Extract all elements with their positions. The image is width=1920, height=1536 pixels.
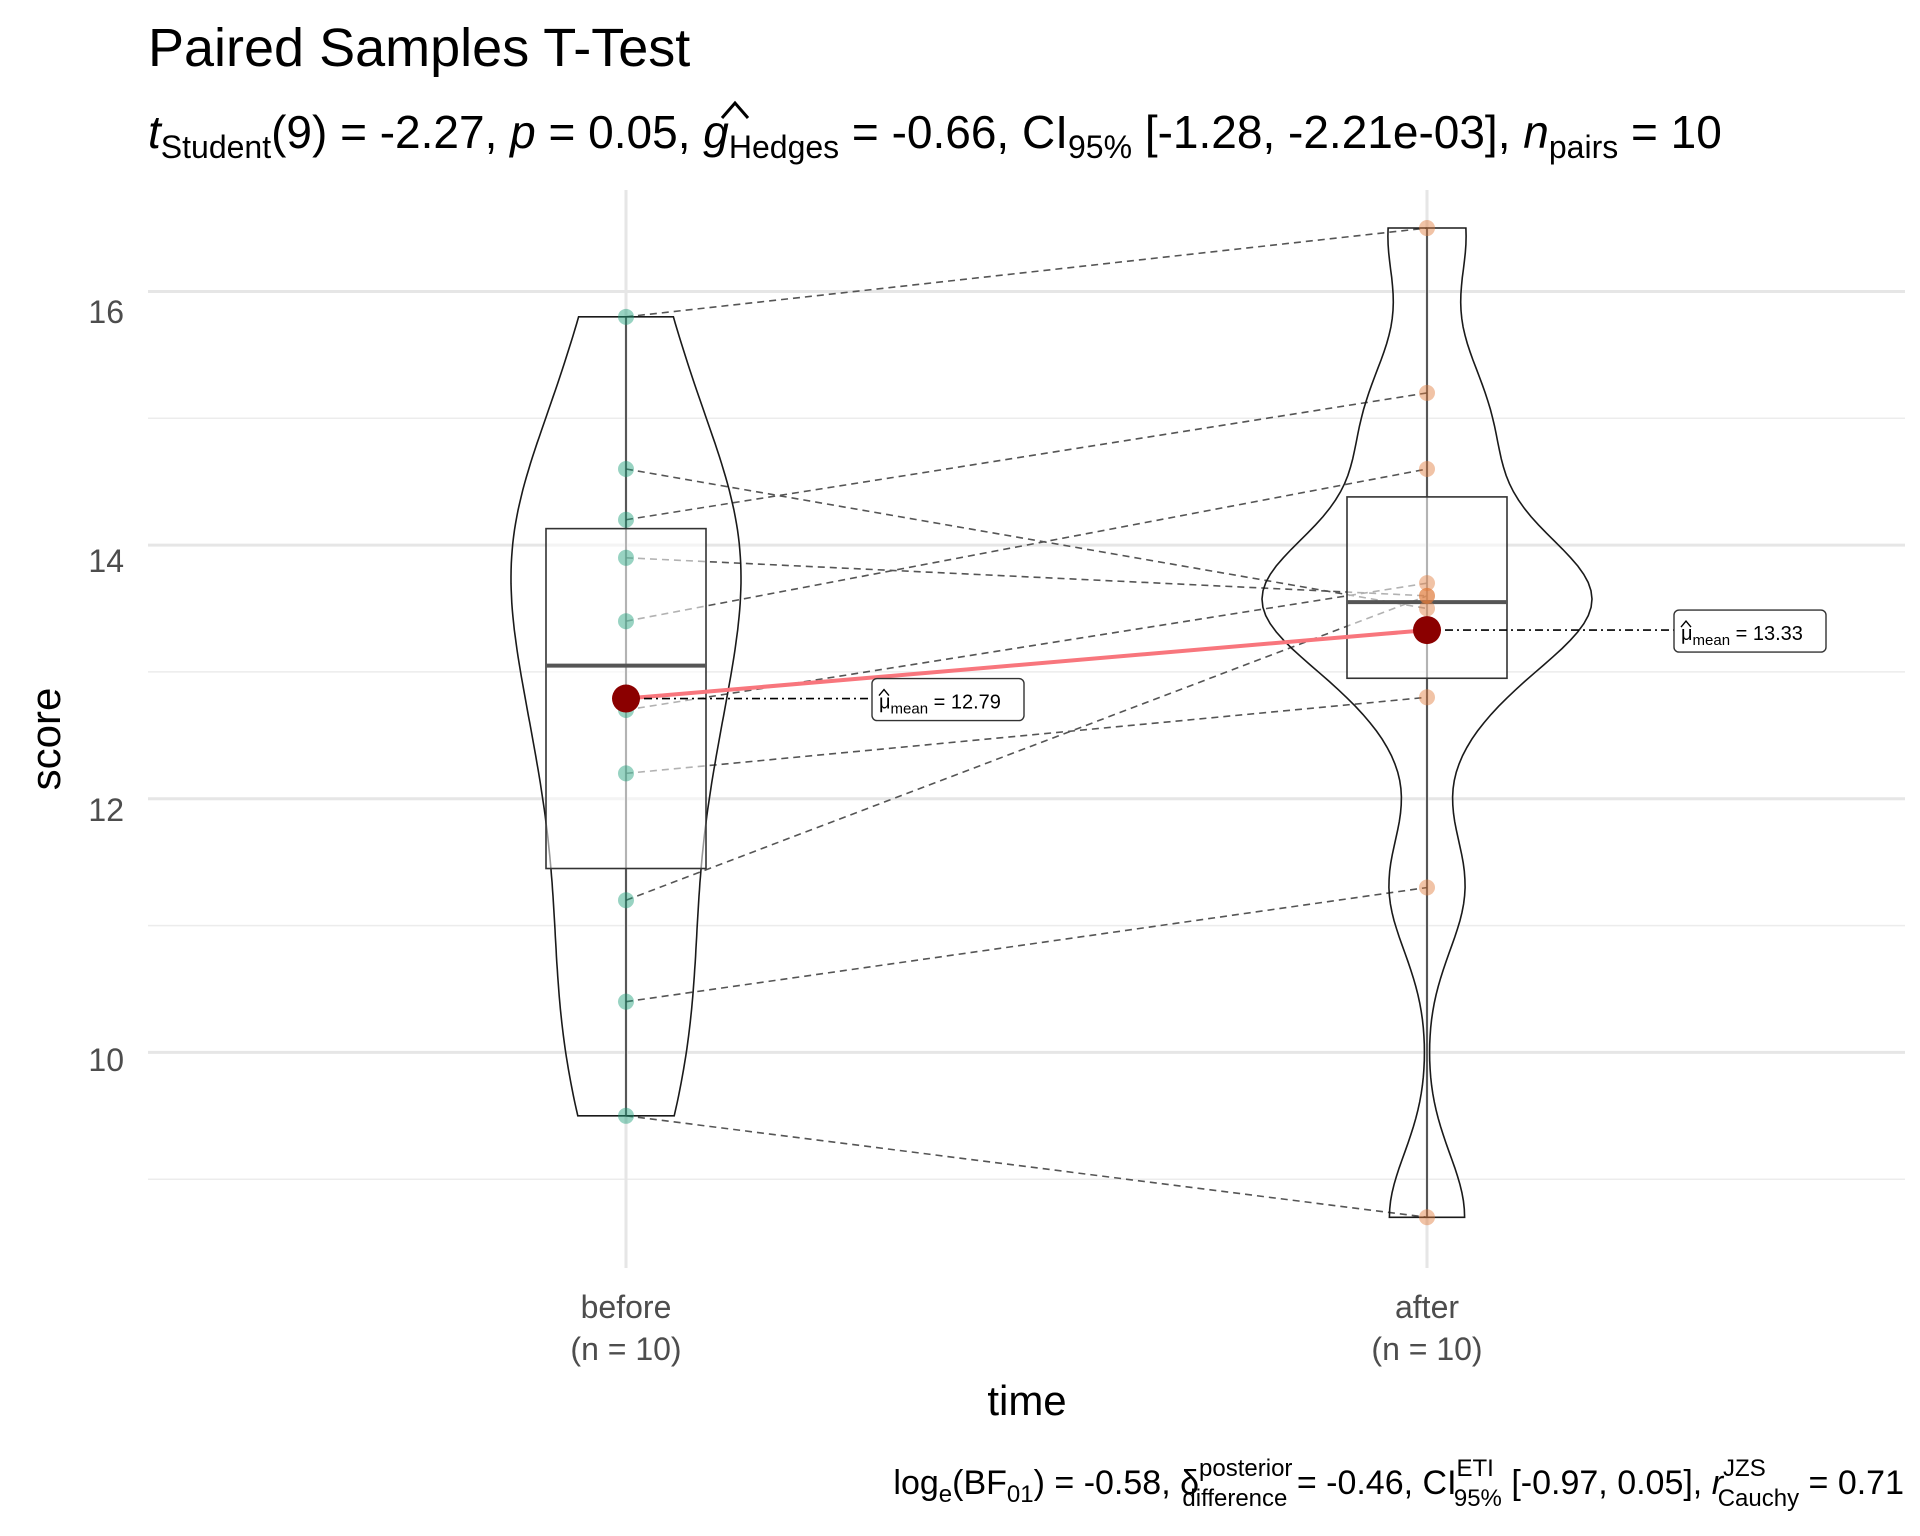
x-tick-label-before: before bbox=[581, 1289, 672, 1325]
mean-value: = 12.79 bbox=[928, 692, 1001, 714]
pair-connector bbox=[625, 696, 1428, 775]
mean-sub: mean bbox=[1693, 632, 1731, 649]
subtitle-ci-value: [-1.28, -2.21e-03], bbox=[1132, 106, 1523, 158]
data-point-before bbox=[618, 993, 634, 1010]
data-point-after bbox=[1419, 384, 1435, 401]
subtitle-p-label: p bbox=[508, 106, 536, 158]
mean-label-after: μmean = 13.33 bbox=[1673, 609, 1827, 653]
x-axis-title: time bbox=[987, 1377, 1066, 1424]
mean-symbol: μ bbox=[879, 692, 891, 714]
pair-connector bbox=[625, 392, 1428, 521]
mean-value: = 13.33 bbox=[1730, 623, 1803, 645]
data-point-after bbox=[1419, 220, 1435, 237]
subtitle-t-label: t bbox=[148, 106, 163, 158]
subtitle-p-value: = 0.05, bbox=[536, 106, 704, 158]
caption-r-label: r bbox=[1712, 1464, 1725, 1502]
pair-connector bbox=[625, 556, 1428, 597]
x-tick-n-after: (n = 10) bbox=[1371, 1331, 1482, 1367]
data-point-after bbox=[1419, 1209, 1435, 1226]
pair-connector bbox=[625, 468, 1428, 610]
subtitle-n-value: = 10 bbox=[1618, 106, 1722, 158]
mean-hat-icon bbox=[1680, 619, 1692, 628]
caption-log-sub: e bbox=[939, 1481, 952, 1508]
caption-delta-value: = -0.46, CI bbox=[1287, 1464, 1456, 1502]
subtitle-g-sub: Hedges bbox=[729, 129, 839, 165]
box-after bbox=[1346, 496, 1508, 680]
mean-label-text: μmean = 12.79 bbox=[879, 692, 1001, 718]
caption-r-value: = 0.71 bbox=[1799, 1464, 1904, 1502]
caption-ci-sup: ETI bbox=[1457, 1455, 1494, 1482]
subtitle-ci-sub: 95% bbox=[1068, 129, 1132, 165]
chart-caption: loge(BF01) = -0.58, δposterior difference… bbox=[893, 1455, 1904, 1512]
caption-delta-sup: posterior bbox=[1199, 1455, 1292, 1482]
data-point-before bbox=[618, 549, 634, 566]
data-point-before bbox=[618, 1107, 634, 1124]
y-tick-label-14: 14 bbox=[88, 543, 124, 579]
caption-bf-sub: 01 bbox=[1007, 1481, 1034, 1508]
data-point-before bbox=[618, 765, 634, 782]
data-point-after bbox=[1419, 587, 1435, 604]
mean-label-before: μmean = 12.79 bbox=[871, 677, 1025, 722]
data-point-after bbox=[1419, 587, 1435, 604]
caption-delta-sub: difference bbox=[1182, 1485, 1287, 1512]
pair-connector bbox=[625, 595, 1428, 901]
y-tick-label-16: 16 bbox=[88, 294, 124, 330]
data-point-before bbox=[618, 613, 634, 630]
subtitle-t-sub: Student bbox=[161, 129, 271, 165]
caption-ci-sub: 95% bbox=[1454, 1485, 1502, 1512]
data-point-after bbox=[1419, 879, 1435, 896]
data-point-before bbox=[618, 308, 634, 325]
caption-r-sup: JZS bbox=[1723, 1455, 1766, 1482]
subtitle-n-label: n bbox=[1523, 106, 1549, 158]
pair-connector bbox=[625, 1115, 1428, 1219]
mean-connector-line bbox=[625, 628, 1428, 701]
pair-connector bbox=[625, 227, 1428, 318]
chart-subtitle: tStudent(9) = -2.27, p = 0.05, gHedges =… bbox=[148, 106, 1722, 165]
caption-delta-label: δ bbox=[1180, 1464, 1199, 1502]
pair-connector bbox=[625, 468, 1428, 622]
subtitle-g-value: = -0.66, CI bbox=[839, 106, 1068, 158]
subtitle-n-sub: pairs bbox=[1549, 129, 1618, 165]
mean-label-text: μmean = 13.33 bbox=[1681, 623, 1803, 649]
caption-bf-value: ) = -0.58, bbox=[1034, 1464, 1180, 1502]
y-axis-title: score bbox=[22, 688, 69, 791]
caption-ci-value: [-0.97, 0.05], bbox=[1502, 1464, 1712, 1502]
data-point-after bbox=[1419, 461, 1435, 478]
subtitle-t-value: (9) = -2.27, bbox=[271, 106, 510, 158]
caption-log-label: log bbox=[893, 1464, 938, 1502]
y-tick-label-10: 10 bbox=[88, 1042, 124, 1078]
chart-title: Paired Samples T-Test bbox=[148, 18, 690, 78]
subtitle-g-hat-icon bbox=[720, 100, 750, 119]
mean-label-box bbox=[1673, 609, 1827, 653]
caption-r-sub: Cauchy bbox=[1718, 1485, 1799, 1512]
mean-symbol: μ bbox=[1681, 623, 1693, 645]
mean-point-after bbox=[1413, 616, 1441, 645]
mean-point-before bbox=[612, 684, 640, 713]
pair-connector bbox=[625, 886, 1428, 1003]
data-point-after bbox=[1419, 689, 1435, 706]
violin-after bbox=[1261, 227, 1593, 1219]
data-point-before bbox=[618, 511, 634, 528]
data-point-before bbox=[618, 892, 634, 909]
mean-hat-icon bbox=[878, 688, 890, 697]
mean-sub: mean bbox=[891, 701, 929, 718]
x-tick-label-after: after bbox=[1395, 1289, 1459, 1325]
data-point-before bbox=[618, 461, 634, 478]
caption-bf-open: (BF bbox=[952, 1464, 1007, 1502]
data-point-after bbox=[1419, 600, 1435, 617]
data-point-after bbox=[1419, 575, 1435, 592]
mean-label-box bbox=[871, 677, 1025, 722]
y-tick-label-12: 12 bbox=[88, 792, 124, 828]
x-tick-n-before: (n = 10) bbox=[570, 1331, 681, 1367]
